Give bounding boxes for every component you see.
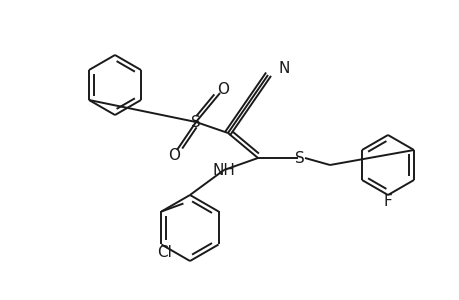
Text: O: O <box>168 148 179 163</box>
Text: S: S <box>295 151 304 166</box>
Text: N: N <box>278 61 289 76</box>
Text: Cl: Cl <box>157 245 172 260</box>
Text: F: F <box>383 194 392 208</box>
Text: NH: NH <box>212 163 235 178</box>
Text: O: O <box>217 82 229 97</box>
Text: S: S <box>190 115 201 130</box>
